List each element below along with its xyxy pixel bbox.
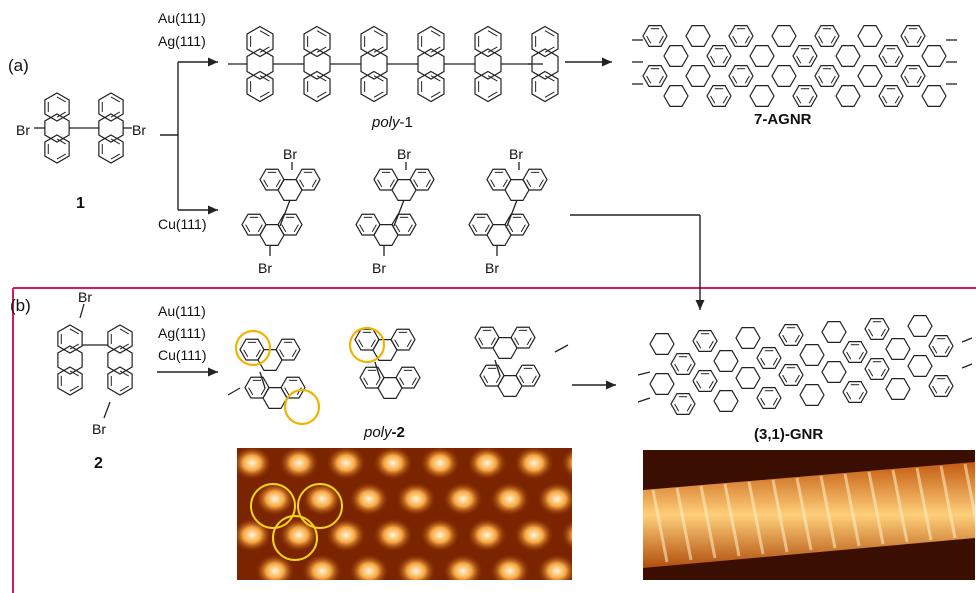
stm-lobe [561,448,572,479]
br-bottom-3: Br [485,260,499,276]
poly-2-structure [227,326,569,426]
stm-lobe [279,448,319,480]
stm-lobe [514,518,554,552]
stm-stripe [819,475,837,549]
stm-stripe [915,467,933,541]
poly-1-structure [228,25,559,103]
stm-stripe [723,483,741,557]
compound-1-label: 1 [76,195,85,212]
stm-lobe [302,482,342,516]
panel-a-label: (a) [8,56,29,75]
poly-2-label: poly-2 [364,425,405,441]
stm-lobe [514,448,554,480]
stm-stripe [867,471,885,545]
stm-lobe [443,482,483,516]
br-label-2-bottom: Br [92,421,106,437]
br-top-2: Br [397,146,411,162]
poly-1-prefix: poly [372,114,400,131]
stm-lobe [396,554,436,580]
compound-2-structure [57,303,133,419]
arrow-to-poly-2 [157,367,218,377]
stm-stripe [771,479,789,553]
substrate-label-ag-a: Ag(111) [158,33,206,49]
stm-highlight-circle [272,515,318,561]
stm-lobe [443,554,483,580]
stm-lobe [349,554,389,580]
stm-lobe [279,518,319,552]
substrate-label-au-a: Au(111) [158,10,206,26]
stm-highlight-circle [297,483,343,529]
stm-lobe [326,518,366,552]
stm-lobe [420,448,460,480]
panel-b-frame [12,287,976,593]
stm-stripe [747,481,765,555]
br-bottom-2: Br [372,260,386,276]
agnr-structure [632,25,957,107]
highlight-circle [348,326,386,364]
stm-image-gnr [643,450,975,580]
stm-stripe [939,465,957,539]
stm-lobe [237,448,272,480]
br-top-1: Br [283,146,297,162]
highlight-circle [283,388,321,426]
poly-1-number: -1 [399,114,413,131]
poly-1-label: poly-1 [372,115,413,131]
stm-lobe [490,554,530,580]
stm-highlight-circle [250,483,296,529]
panel-b-label: (b) [10,296,31,315]
compound-2-label: 2 [94,455,103,472]
poly-2-prefix: poly [364,424,392,441]
stm-lobe [467,518,507,552]
stm-lobe [373,518,413,552]
compound-1-structure [34,92,132,164]
br-bottom-1: Br [258,260,272,276]
stm-lobe [255,482,295,516]
stm-lobe [467,448,507,480]
reaction-arrows [157,57,705,390]
product-31-gnr-label: (3,1)-GNR [754,426,824,443]
stm-lobe [490,482,530,516]
stm-stripe [843,473,861,547]
substrate-label-ag-b: Ag(111) [158,325,206,341]
stm-lobe [302,554,342,580]
arrow-to-poly-1 [178,57,218,67]
arrow-to-gnr-from-cu [695,215,705,310]
arrow-to-monomers [178,205,218,215]
substrate-label-au-b: Au(111) [158,303,206,319]
br-label-1-right: Br [132,122,146,138]
stm-image-poly-2 [237,448,572,580]
stm-lobe [537,482,572,516]
highlight-circle [234,329,272,367]
arrow-to-agnr [565,57,612,67]
br-top-3: Br [509,146,523,162]
stm-stripe [675,487,693,561]
stm-lobe [396,482,436,516]
stm-stripe [891,469,909,543]
stm-stripe [651,489,669,563]
stm-stripe [963,463,975,524]
br-label-2-top: Br [78,289,92,305]
arrow-to-gnr [572,380,616,390]
stm-stripe [699,485,717,559]
substrate-label-cu-b: Cu(111) [158,347,207,363]
stm-lobe [537,554,572,580]
br-label-1-left: Br [16,122,30,138]
molecule-drawings [34,25,973,426]
gnr-31-structure [637,315,973,415]
poly-2-number: -2 [391,424,405,441]
stm-lobe [561,519,572,551]
substrate-label-cu-a: Cu(111) [158,216,207,232]
stm-stripe [795,477,813,551]
brominated-monomers [241,162,548,256]
stm-lobe [255,554,295,580]
product-7-agnr-label: 7-AGNR [754,111,812,128]
stm-lobe [420,518,460,552]
stm-lobe [326,448,366,480]
stm-lobe [349,482,389,516]
stm-lobe [373,448,413,480]
